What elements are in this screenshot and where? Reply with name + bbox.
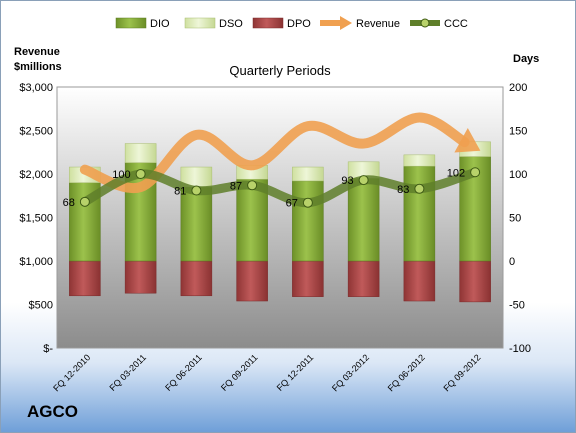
right-tick-label: 50 <box>509 213 521 225</box>
legend-label-dpo: DPO <box>287 18 311 30</box>
x-tick-label: FQ 12-2011 <box>275 352 316 393</box>
dio-bar <box>180 186 213 262</box>
ccc-marker <box>79 196 90 207</box>
left-tick-label: $2,000 <box>19 169 53 181</box>
legend-swatch-dso <box>184 17 216 29</box>
left-axis-title-line1: Revenue <box>14 46 60 58</box>
ccc-data-label: 93 <box>341 175 353 187</box>
ccc-marker <box>302 197 313 208</box>
ccc-marker <box>135 169 146 179</box>
x-tick-label: FQ 09-2012 <box>442 352 483 393</box>
dio-bar <box>403 165 436 262</box>
dpo-bar <box>292 260 324 297</box>
dpo-bar <box>347 260 380 297</box>
legend-label-dio: DIO <box>150 18 170 30</box>
ccc-data-label: 102 <box>447 167 465 179</box>
dpo-bar <box>403 260 436 302</box>
left-tick-label: $1,500 <box>19 213 53 225</box>
legend-revenue-arrowhead <box>340 16 352 30</box>
company-label: AGCO <box>27 402 78 421</box>
left-tick-label: $2,500 <box>19 126 53 138</box>
legend-label-ccc: CCC <box>444 18 468 30</box>
x-tick-label: FQ 03-2011 <box>107 352 148 393</box>
right-tick-label: -50 <box>509 300 525 312</box>
left-axis-title-line2: $millions <box>14 61 62 73</box>
dso-bar <box>292 166 324 182</box>
ccc-data-label: 81 <box>174 186 186 198</box>
x-tick-label: FQ 06-2011 <box>163 352 204 393</box>
x-tick-label: FQ 12-2010 <box>51 352 92 393</box>
dpo-bar <box>124 260 157 294</box>
legend-label-dso: DSO <box>219 18 243 30</box>
dpo-bar <box>69 260 101 297</box>
left-tick-label: $500 <box>29 300 53 312</box>
dso-bar <box>124 143 157 163</box>
ccc-data-label: 68 <box>63 197 75 209</box>
dpo-bar <box>459 260 491 303</box>
x-tick-label: FQ 03-2012 <box>330 352 371 393</box>
legend-swatch-dio <box>115 17 147 29</box>
ccc-data-label: 100 <box>112 169 130 181</box>
revenue-line <box>79 112 470 194</box>
legend-ccc-marker <box>420 18 430 28</box>
right-tick-label: -100 <box>509 343 531 355</box>
ccc-marker <box>247 180 258 191</box>
dio-bar <box>292 180 324 262</box>
legend: DIO DSO DPO Revenue CCC <box>115 16 468 30</box>
dpo-bar <box>180 260 213 297</box>
ccc-data-label: 67 <box>286 198 298 210</box>
legend-label-revenue: Revenue <box>356 18 400 30</box>
right-tick-label: 100 <box>509 169 527 181</box>
dpo-bar <box>236 260 268 302</box>
right-tick-label: 200 <box>509 82 527 94</box>
ccc-marker <box>414 183 425 194</box>
right-tick-label: 0 <box>509 256 515 268</box>
ccc-marker <box>470 167 481 178</box>
legend-swatch-dpo <box>252 17 284 29</box>
ccc-marker <box>191 185 202 196</box>
dso-bar <box>403 154 436 167</box>
right-tick-label: 150 <box>509 126 527 138</box>
dio-bar <box>347 178 380 262</box>
dio-bar <box>236 178 268 262</box>
ccc-marker <box>358 175 369 186</box>
ccc-data-label: 87 <box>230 180 242 192</box>
x-tick-label: FQ 09-2011 <box>219 352 260 393</box>
x-tick-label: FQ 06-2012 <box>386 352 427 393</box>
left-tick-label: $- <box>43 343 53 355</box>
left-tick-label: $1,000 <box>19 256 53 268</box>
ccc-data-label: 83 <box>397 184 409 196</box>
chart-title: Quarterly Periods <box>229 63 331 78</box>
left-tick-label: $3,000 <box>19 82 53 94</box>
revenue-arrowhead <box>454 127 481 153</box>
right-axis-title: Days <box>513 53 539 65</box>
